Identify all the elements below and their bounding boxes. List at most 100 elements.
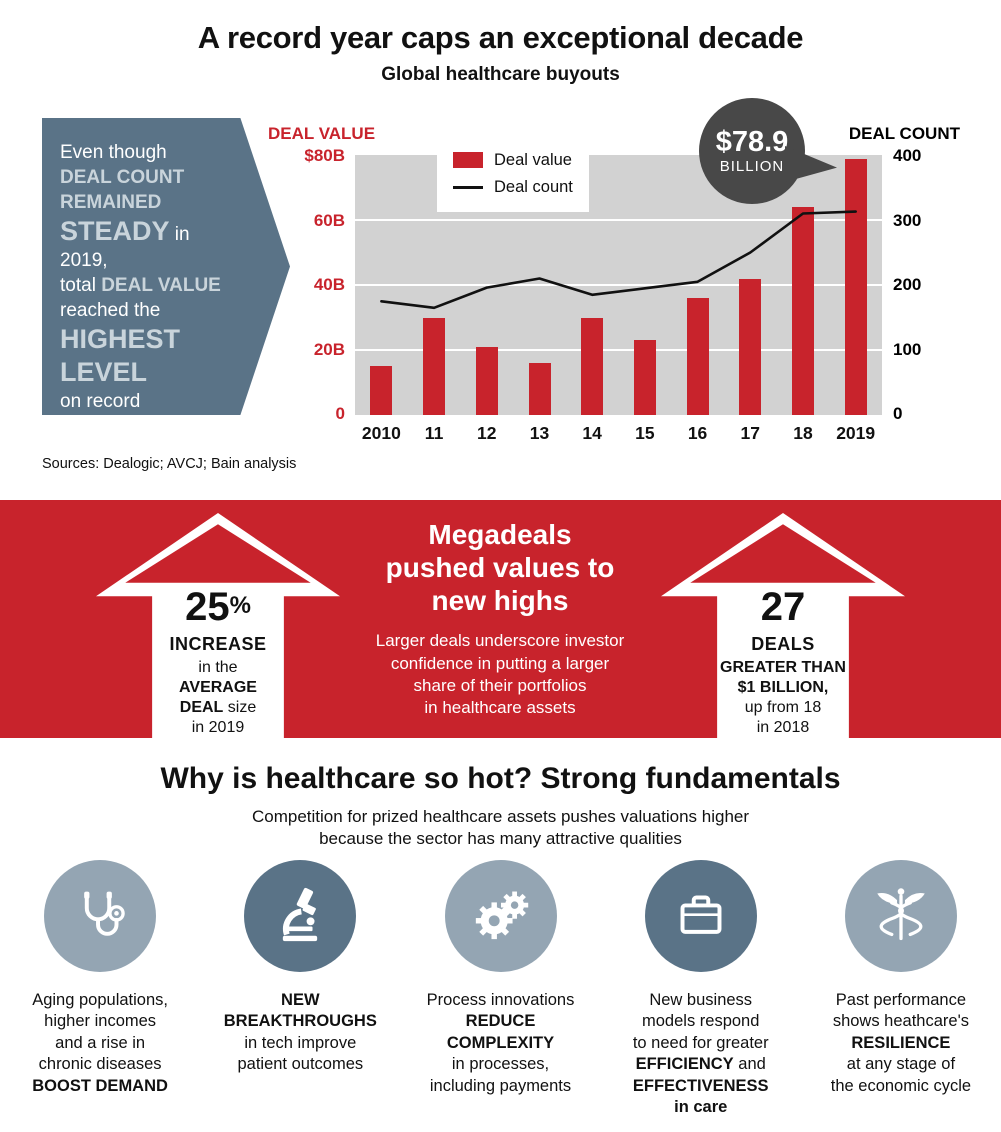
deal-count-line: [380, 210, 858, 310]
megadeals-heading: Megadeals pushed values to new highs: [385, 519, 615, 617]
deal-count-line-icon: [453, 185, 483, 189]
stethoscope-circle: [44, 860, 157, 972]
gridline: [355, 284, 882, 286]
callout-line: reached the: [60, 300, 161, 322]
increase-line: DEAL size: [179, 698, 257, 716]
left-axis-tick: 0: [335, 404, 345, 423]
card-complexity: Process innovations REDUCE COMPLEXITY in…: [400, 860, 600, 1119]
caduceus-icon: [877, 888, 925, 941]
page-title: A record year caps an exceptional decade: [197, 20, 804, 55]
bar-16: [686, 298, 709, 415]
callout-line: HIGHEST: [60, 324, 181, 355]
stethoscope-icon: [84, 891, 125, 936]
x-label-11: 11: [424, 423, 444, 443]
right-axis-title: DEAL COUNT: [848, 124, 960, 143]
sources-note: Sources: Dealogic; AVCJ; Bain analysis: [42, 456, 297, 472]
deals-arrow-text: 27 DEALS GREATER THAN $1 BILLION, up fro…: [661, 587, 905, 737]
x-label-18: 18: [793, 423, 813, 443]
left-axis-tick: 40B: [313, 275, 345, 294]
deals-arrow: 27 DEALS GREATER THAN $1 BILLION, up fro…: [661, 513, 905, 738]
megadeals-body: Larger deals underscore investor confide…: [375, 631, 625, 718]
arrow-up-icon: [690, 524, 876, 583]
left-axis-tick: $80B: [304, 146, 345, 165]
card-text: Aging populations, higher incomes and a …: [32, 991, 168, 1095]
megadeals-text: Megadeals pushed values to new highs Lar…: [335, 518, 665, 720]
deals-line: up from 18: [744, 698, 822, 716]
legend-label: Deal value: [494, 150, 572, 169]
card-text: Process innovations REDUCE COMPLEXITY in…: [426, 991, 575, 1095]
callout-line: Even though: [60, 142, 167, 163]
bubble-value: $78.9: [715, 126, 789, 159]
x-axis-labels: 2010 11 12 13 14 15 16 17 18 2019: [355, 423, 882, 444]
right-axis-tick: 100: [893, 339, 922, 359]
x-label-13: 13: [529, 423, 550, 443]
card-efficiency: New business models respond to need for …: [601, 860, 801, 1119]
increase-line: in the: [198, 659, 238, 677]
left-axis-tick: 20B: [313, 339, 345, 359]
x-label-15: 15: [635, 423, 655, 443]
increase-value: 25%: [185, 585, 251, 630]
card-resilience: Past performance shows heathcare's RESIL…: [801, 860, 1001, 1119]
bar-17: [739, 278, 762, 415]
deal-value-bars: [355, 155, 882, 415]
bar-14: [581, 317, 604, 415]
deals-label: DEALS: [751, 634, 815, 655]
left-axis-tick: 60B: [313, 210, 345, 230]
arrow-up-icon: [125, 524, 311, 583]
increase-label: INCREASE: [169, 634, 267, 655]
fundamentals-heading: Why is healthcare so hot? Strong fundame…: [160, 762, 841, 795]
gears-circle: [444, 860, 557, 972]
x-label-16: 16: [687, 423, 708, 443]
bar-18: [792, 207, 814, 415]
deals-value: 27: [760, 585, 806, 630]
left-axis-title: DEAL VALUE: [268, 124, 376, 143]
card-text: New business models respond to need for …: [632, 991, 769, 1117]
x-label-17: 17: [740, 423, 760, 443]
gridline: [355, 349, 882, 351]
bar-2019: [844, 158, 867, 415]
callout-box: Even though DEAL COUNT REMAINED STEADY i…: [42, 118, 290, 415]
deals-line: GREATER THAN: [720, 659, 846, 677]
caduceus-circle: [844, 860, 957, 972]
bar-15: [633, 340, 656, 415]
x-label-12: 12: [477, 423, 497, 443]
callout-line: DEAL COUNT: [60, 167, 185, 189]
chart-subtitle: Global healthcare buyouts: [381, 64, 620, 85]
callout-line: total DEAL VALUE: [60, 275, 221, 297]
increase-line: AVERAGE: [179, 679, 257, 697]
card-text: NEW BREAKTHROUGHS in tech improve patien…: [223, 991, 377, 1074]
x-label-14: 14: [582, 423, 602, 443]
value-callout-bubble: $78.9 BILLION: [699, 98, 837, 204]
left-axis-ticks: $80B 60B 40B 20B 0: [240, 146, 345, 424]
deals-line: $1 BILLION,: [737, 679, 829, 697]
right-axis-tick: 300: [893, 210, 922, 230]
bar-11: [423, 317, 446, 415]
card-text: Past performance shows heathcare's RESIL…: [830, 991, 972, 1095]
callout-line: on record: [60, 391, 141, 413]
gridline: [355, 219, 882, 221]
legend-item-deal-count: Deal count: [453, 175, 573, 199]
chart-plot-area: [355, 155, 882, 415]
briefcase-icon: [680, 895, 722, 934]
deal-value-swatch-icon: [453, 152, 483, 168]
callout-text: Even though DEAL COUNT REMAINED STEADY i…: [42, 118, 290, 414]
x-label-2010: 2010: [361, 423, 401, 443]
bar-13: [528, 363, 551, 415]
card-boost-demand: Aging populations, higher incomes and a …: [0, 860, 200, 1119]
legend-label: Deal count: [494, 177, 573, 196]
bar-12: [475, 346, 498, 415]
increase-line: in 2019: [191, 718, 245, 736]
deals-line: in 2018: [756, 718, 810, 736]
microscope-icon: [283, 887, 318, 942]
legend-item-deal-value: Deal value: [453, 148, 573, 172]
bar-2010: [370, 366, 393, 415]
microscope-circle: [244, 860, 357, 972]
increase-arrow: 25% INCREASE in the AVERAGE DEAL size in…: [96, 513, 340, 738]
callout-line: LEVEL: [60, 357, 148, 388]
right-axis-tick: 200: [893, 275, 922, 294]
callout-line: STEADY in 2019,: [60, 216, 190, 272]
card-breakthroughs: NEW BREAKTHROUGHS in tech improve patien…: [200, 860, 400, 1119]
callout-line: REMAINED: [60, 192, 162, 214]
megadeals-band: 25% INCREASE in the AVERAGE DEAL size in…: [0, 500, 1001, 738]
